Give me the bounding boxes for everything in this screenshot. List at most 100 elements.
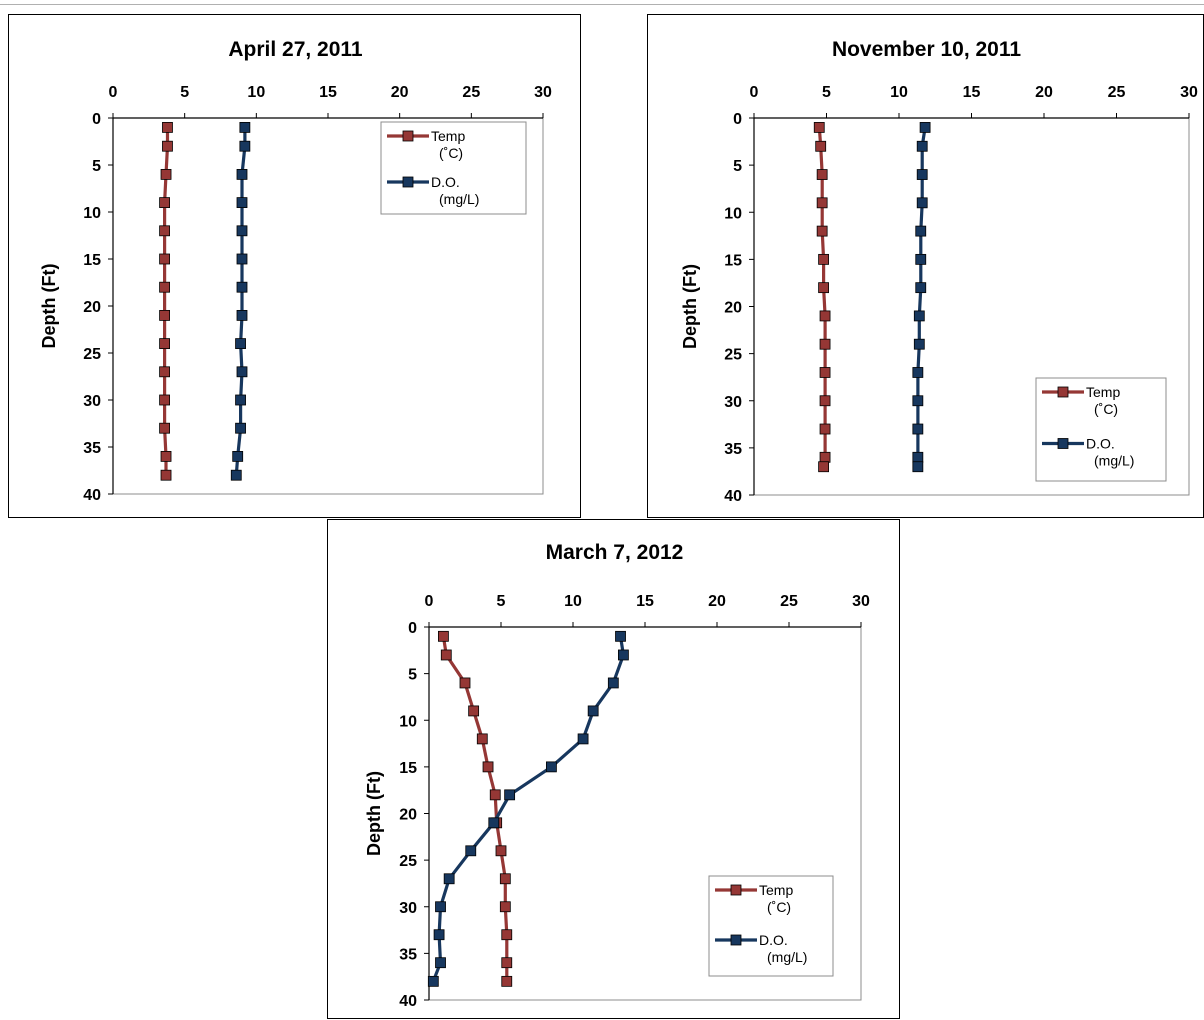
series-line-temp: [441, 636, 509, 982]
y-tick-label: 30: [83, 393, 101, 410]
y-tick-label: 40: [83, 487, 101, 504]
x-tick-label: 10: [890, 84, 908, 101]
data-point-do: [916, 197, 928, 209]
data-point-do: [504, 789, 516, 801]
data-point-temp: [159, 366, 171, 378]
data-point-temp: [501, 929, 513, 941]
y-tick-label: 10: [724, 205, 742, 222]
y-tick-label: 30: [724, 394, 742, 411]
data-point-temp: [816, 225, 828, 237]
x-tick-label: 25: [780, 593, 798, 610]
data-point-temp: [159, 338, 171, 350]
data-point-do: [235, 338, 246, 350]
legend-label-temp: Temp (˚C): [1086, 384, 1120, 417]
data-point-do: [912, 451, 924, 463]
chart-panel-november-2011: November 10, 2011 0 5 10 15 20 25 30 0 5 10 15 20 25 3…: [647, 14, 1204, 518]
top-divider-line: [0, 4, 1204, 5]
data-point-do: [236, 253, 248, 265]
data-point-temp: [819, 338, 831, 350]
y-tick-label: 25: [724, 347, 742, 364]
data-point-temp: [159, 394, 171, 406]
y-tick-label: 0: [92, 111, 101, 128]
chart-title: March 7, 2012: [546, 541, 684, 564]
y-tick-label: 35: [399, 946, 417, 963]
data-point-temp: [159, 253, 171, 265]
data-point-do: [427, 975, 439, 987]
x-tick-label: 30: [1180, 84, 1198, 101]
data-point-temp: [159, 225, 171, 237]
data-point-do: [913, 310, 925, 322]
y-tick-label: 15: [724, 252, 742, 269]
data-point-temp: [160, 168, 172, 180]
data-point-temp: [489, 789, 501, 801]
x-tick-label: 30: [534, 84, 552, 101]
data-point-temp: [499, 873, 511, 885]
data-point-temp: [815, 140, 827, 152]
legend-box: [708, 875, 834, 977]
x-tick-label: 10: [247, 84, 265, 101]
y-tick-label: 20: [399, 807, 417, 824]
data-point-temp: [501, 957, 513, 969]
data-point-temp: [499, 901, 511, 913]
data-point-do: [232, 450, 244, 462]
y-tick-label: 25: [399, 853, 417, 870]
y-tick-label: 5: [408, 667, 417, 684]
data-point-do: [587, 705, 599, 717]
y-tick-label: 0: [408, 620, 417, 637]
legend-marker-temp: [402, 130, 414, 142]
data-point-temp: [819, 423, 831, 435]
x-tick-label: 0: [750, 84, 759, 101]
legend-label-do: D.O. (mg/L): [759, 932, 807, 965]
data-point-temp: [476, 733, 488, 745]
data-point-do: [912, 461, 924, 473]
legend-marker-do: [1057, 438, 1069, 449]
y-tick-label: 15: [399, 760, 417, 777]
y-tick-label: 5: [733, 158, 742, 175]
data-point-temp: [160, 450, 172, 462]
data-point-temp: [819, 395, 831, 407]
x-tick-label: 5: [497, 593, 506, 610]
y-tick-label: 15: [83, 252, 101, 269]
y-tick-label: 30: [399, 900, 417, 917]
x-tick-label: 20: [391, 84, 409, 101]
data-point-temp: [819, 310, 831, 322]
data-point-do: [236, 197, 248, 209]
data-point-temp: [501, 975, 513, 987]
data-point-do: [239, 122, 251, 133]
chart-title: April 27, 2011: [228, 38, 363, 61]
x-tick-label: 10: [564, 593, 582, 610]
y-tick-label: 0: [733, 111, 742, 128]
data-point-temp: [162, 122, 173, 133]
x-tick-label: 5: [180, 84, 189, 101]
data-point-do: [230, 469, 242, 481]
x-tick-label: 30: [852, 593, 870, 610]
x-tick-label: 20: [1035, 84, 1053, 101]
chart-panel-march-2012: March 7, 2012 0 5 10 15 20 25 30 0 5 10 15 20 25 30 35 4…: [327, 519, 900, 1019]
data-point-temp: [818, 282, 830, 294]
data-point-do: [236, 309, 248, 321]
y-axis-label: Depth (Ft): [364, 771, 384, 856]
data-point-temp: [159, 197, 171, 209]
data-point-do: [615, 630, 626, 642]
y-tick-label: 40: [724, 488, 742, 505]
data-point-temp: [438, 630, 449, 642]
chart-april-2011: April 27, 2011 0 5 10 15 20 25 30 0 5 10 15 20 25 30 35…: [39, 38, 552, 504]
y-axis-label: Depth (Ft): [680, 264, 700, 349]
data-point-do: [488, 817, 500, 829]
chart-november-2011: November 10, 2011 0 5 10 15 20 25 30 0 5 10 15 20 25 3…: [680, 38, 1198, 505]
y-tick-label: 10: [399, 713, 417, 730]
data-point-do: [617, 649, 629, 661]
data-point-temp: [459, 677, 471, 689]
x-tick-label: 15: [319, 84, 337, 101]
data-point-temp: [440, 649, 452, 661]
data-point-do: [236, 225, 248, 237]
data-point-do: [912, 423, 924, 435]
data-point-do: [919, 122, 931, 133]
data-point-do: [915, 225, 927, 237]
y-tick-label: 40: [399, 993, 417, 1010]
legend-marker-temp: [1057, 386, 1069, 398]
data-point-temp: [819, 451, 831, 463]
data-point-do: [915, 253, 927, 265]
data-point-do: [235, 422, 246, 434]
x-tick-label: 25: [1108, 84, 1126, 101]
